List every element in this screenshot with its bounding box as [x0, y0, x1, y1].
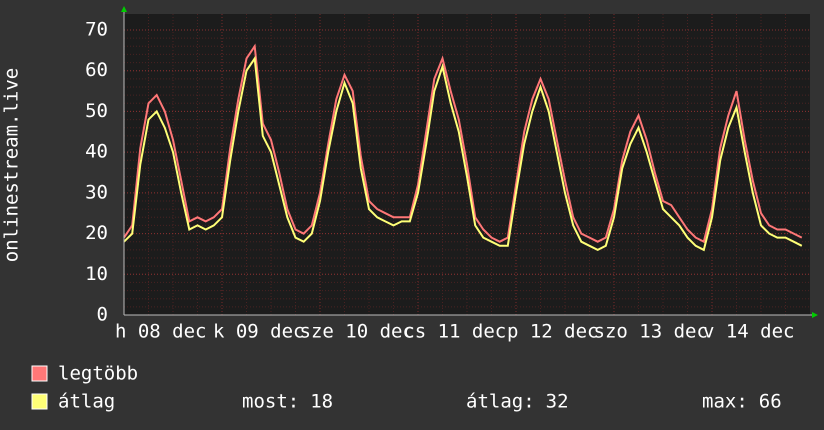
legend-swatch: [31, 365, 48, 382]
x-tick-label: p 12 dec: [507, 321, 599, 343]
stat-value: 18: [310, 391, 333, 413]
x-tick-label: h 08 dec: [115, 321, 207, 343]
y-tick-label: 70: [85, 19, 108, 41]
y-axis-label: onlinestream.live: [1, 68, 23, 262]
stat-value: 66: [759, 391, 782, 413]
y-tick-label: 0: [97, 304, 108, 326]
y-tick-label: 10: [85, 263, 108, 285]
x-tick-label: v 14 dec: [703, 321, 795, 343]
x-tick-label: sze 10 dec: [300, 321, 414, 343]
y-axis-arrow: [121, 6, 127, 12]
legend-swatch: [31, 393, 48, 410]
legend-label: legtöbb: [58, 363, 138, 385]
series-line: [123, 43, 803, 244]
series-line: [123, 55, 803, 252]
y-tick-label: 60: [85, 59, 108, 81]
legend: legtöbb átlag most: 18 átlag: 32 max: 66: [31, 363, 782, 413]
stat-label: max:: [702, 391, 748, 413]
y-tick-label: 30: [85, 181, 108, 203]
y-tick-label: 50: [85, 100, 108, 122]
stat-value: 32: [546, 391, 569, 413]
x-tick-label: k 09 dec: [213, 321, 305, 343]
stat-label: átlag:: [466, 391, 535, 413]
y-tick-label: 20: [85, 222, 108, 244]
x-axis-arrow: [812, 312, 818, 318]
stat-label: most:: [242, 391, 299, 413]
x-tick-label: szo 13 dec: [594, 321, 708, 343]
y-tick-label: 40: [85, 141, 108, 163]
lines: [123, 43, 803, 252]
x-tick-label: cs 11 dec: [403, 321, 506, 343]
legend-label: átlag: [58, 391, 115, 413]
